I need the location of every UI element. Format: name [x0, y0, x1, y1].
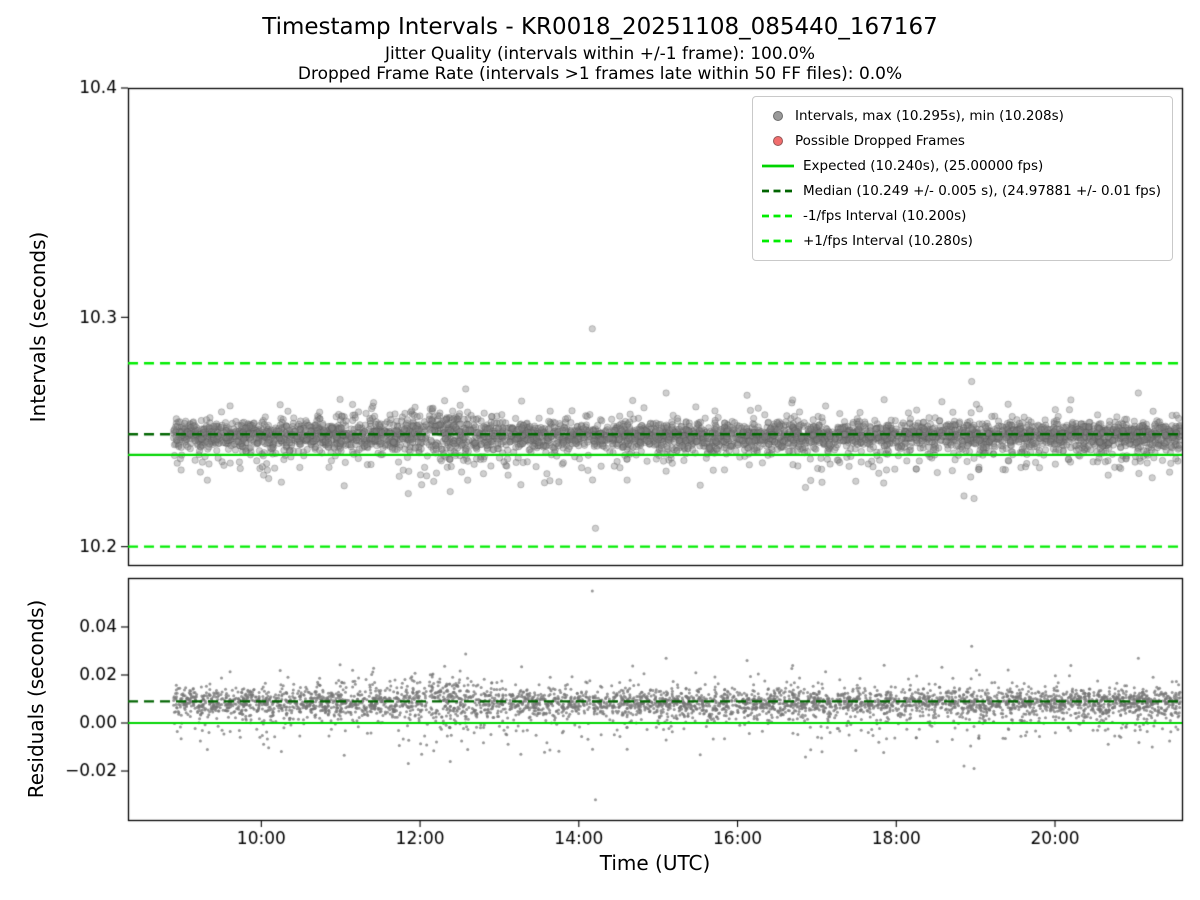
legend-marker-line	[761, 214, 794, 218]
legend-label: Possible Dropped Frames	[794, 133, 965, 149]
legend-entry: Intervals, max (10.295s), min (10.208s)	[761, 104, 1161, 128]
legend: Intervals, max (10.295s), min (10.208s) P…	[751, 96, 1173, 261]
legend-entry: +1/fps Interval (10.280s)	[761, 229, 1161, 253]
legend-label: Intervals, max (10.295s), min (10.208s)	[794, 108, 1064, 124]
legend-label: -1/fps Interval (10.200s)	[802, 208, 967, 224]
legend-marker-dot	[772, 111, 783, 121]
legend-marker-line	[761, 164, 794, 168]
legend-marker-line	[761, 239, 794, 243]
legend-label: +1/fps Interval (10.280s)	[802, 233, 973, 249]
legend-entry: Expected (10.240s), (25.00000 fps)	[761, 154, 1161, 178]
legend-label: Expected (10.240s), (25.00000 fps)	[802, 158, 1044, 174]
legend-marker-dot	[772, 136, 783, 146]
subtitle-dropped-frame-rate: Dropped Frame Rate (intervals >1 frames …	[297, 64, 903, 84]
subtitle-jitter-quality: Jitter Quality (intervals within +/-1 fr…	[384, 44, 816, 64]
legend-entry: Median (10.249 +/- 0.005 s), (24.97881 +…	[761, 179, 1161, 203]
x-axis-label: Time (UTC)	[599, 851, 711, 875]
y-axis-label-intervals: Intervals (seconds)	[26, 231, 50, 423]
legend-entry: -1/fps Interval (10.200s)	[761, 204, 1161, 228]
legend-label: Median (10.249 +/- 0.005 s), (24.97881 +…	[802, 183, 1161, 199]
chart-title: Timestamp Intervals - KR0018_20251108_08…	[262, 14, 938, 40]
legend-entry: Possible Dropped Frames	[761, 129, 1161, 153]
y-axis-label-residuals: Residuals (seconds)	[24, 599, 48, 799]
legend-marker-line	[761, 189, 794, 193]
